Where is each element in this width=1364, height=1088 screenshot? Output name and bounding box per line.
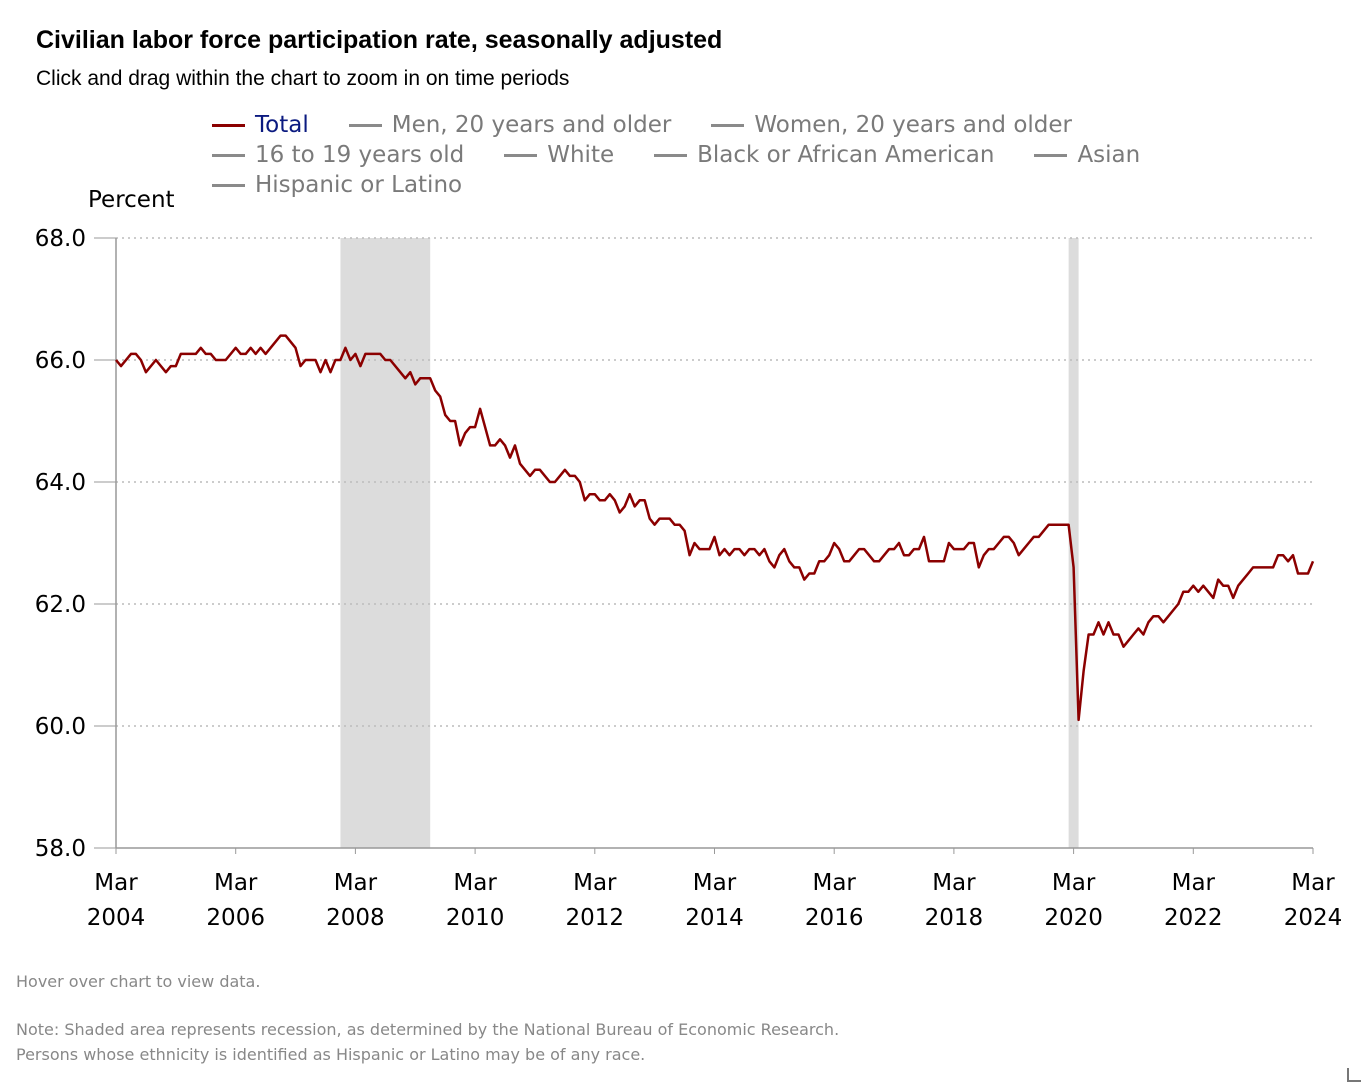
legend-item-white[interactable]: White xyxy=(504,140,614,170)
legend: Total Men, 20 years and older Women, 20 ye… xyxy=(212,110,1212,200)
legend-label: Black or African American xyxy=(697,142,995,168)
x-tick-label-year: 2020 xyxy=(1044,905,1103,931)
x-tick-label-year: 2024 xyxy=(1284,905,1343,931)
x-tick-label-year: 2018 xyxy=(925,905,984,931)
legend-label: Hispanic or Latino xyxy=(255,172,463,198)
gridlines xyxy=(94,237,1313,849)
x-tick-label-month: Mar xyxy=(1052,870,1096,896)
x-tick-label-month: Mar xyxy=(453,870,497,896)
legend-label: Women, 20 years and older xyxy=(754,112,1073,138)
x-tick-label-year: 2014 xyxy=(685,905,744,931)
y-tick-label: 62.0 xyxy=(35,592,86,618)
recession-band xyxy=(1068,238,1079,848)
x-tick-label-month: Mar xyxy=(932,870,976,896)
axes xyxy=(115,238,1314,854)
legend-label: Asian xyxy=(1077,142,1141,168)
x-tick-label-month: Mar xyxy=(1291,870,1335,896)
legend-swatch-icon xyxy=(212,183,245,187)
legend-item-total[interactable]: Total xyxy=(212,110,309,140)
legend-swatch-icon xyxy=(212,153,245,157)
legend-item-men-20-years-and-older[interactable]: Men, 20 years and older xyxy=(348,110,672,140)
hover-hint: Hover over chart to view data. xyxy=(16,972,261,991)
legend-label: 16 to 19 years old xyxy=(255,142,465,168)
series-group xyxy=(115,334,1315,722)
chart-area[interactable]: 58.060.062.064.066.068.0 Mar2004Mar2006M… xyxy=(0,0,1364,960)
legend-item-16-to-19-years-old[interactable]: 16 to 19 years old xyxy=(212,140,464,170)
y-tick-labels: 58.0 60.0 62.0 64.0 66.0 68.0 xyxy=(35,226,86,862)
chart-subtitle: Click and drag within the chart to zoom … xyxy=(36,67,570,90)
legend-swatch-icon xyxy=(654,153,688,157)
x-tick-label-year: 2006 xyxy=(206,905,265,931)
x-tick-label-year: 2004 xyxy=(87,905,146,931)
resize-handle-icon[interactable] xyxy=(1347,1068,1361,1082)
legend-label: White xyxy=(547,142,615,168)
ethnicity-note: Persons whose ethnicity is identified as… xyxy=(16,1045,646,1064)
legend-swatch-icon xyxy=(1034,153,1068,157)
x-tick-label-month: Mar xyxy=(812,870,856,896)
legend-item-asian[interactable]: Asian xyxy=(1034,140,1140,170)
x-tick-label-year: 2022 xyxy=(1164,905,1223,931)
legend-item-women-20-years-and-older[interactable]: Women, 20 years and older xyxy=(711,110,1072,140)
y-tick-label: 58.0 xyxy=(35,836,86,862)
x-tick-label-year: 2010 xyxy=(446,905,505,931)
x-tick-label-month: Mar xyxy=(1172,870,1216,896)
x-tick-label-month: Mar xyxy=(573,870,617,896)
legend-swatch-icon xyxy=(504,153,538,157)
y-axis-label: Percent xyxy=(88,187,175,213)
legend-swatch-icon xyxy=(711,123,745,127)
x-tick-label-year: 2012 xyxy=(566,905,625,931)
legend-label: Men, 20 years and older xyxy=(391,112,672,138)
x-tick-label-month: Mar xyxy=(94,870,138,896)
legend-swatch-icon xyxy=(212,123,245,127)
recession-note: Note: Shaded area represents recession, … xyxy=(16,1020,840,1039)
legend-item-hispanic-or-latino[interactable]: Hispanic or Latino xyxy=(212,170,462,200)
y-tick-label: 60.0 xyxy=(35,714,86,740)
legend-item-black-or-african-american[interactable]: Black or African American xyxy=(654,140,994,170)
x-tick-label-year: 2016 xyxy=(805,905,864,931)
x-tick-label-year: 2008 xyxy=(326,905,385,931)
y-tick-label: 66.0 xyxy=(35,348,86,374)
x-tick-label-month: Mar xyxy=(214,870,258,896)
series-line-total xyxy=(115,334,1315,722)
chart-title: Civilian labor force participation rate,… xyxy=(36,26,723,54)
legend-label: Total xyxy=(255,112,309,138)
recession-band xyxy=(340,238,431,848)
y-tick-label: 68.0 xyxy=(35,226,86,252)
recession-shading-group xyxy=(340,238,1079,848)
x-tick-label-month: Mar xyxy=(693,870,737,896)
legend-swatch-icon xyxy=(348,123,382,127)
x-tick-labels: Mar 2004 Mar 2006 Mar 2008 Mar 2010 Mar 2012 Mar 20… xyxy=(87,870,1343,931)
x-tick-label-month: Mar xyxy=(334,870,378,896)
y-tick-label: 64.0 xyxy=(35,470,86,496)
